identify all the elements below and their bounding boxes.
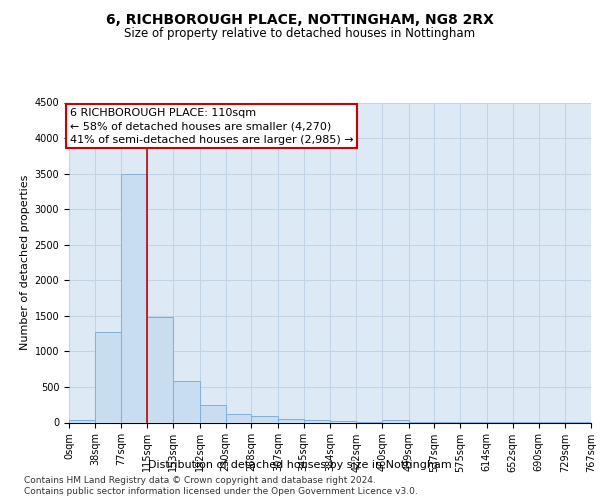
Bar xyxy=(147,318,173,422)
Bar xyxy=(304,420,331,422)
Bar xyxy=(121,174,147,422)
Bar xyxy=(200,406,226,422)
Text: Distribution of detached houses by size in Nottingham: Distribution of detached houses by size … xyxy=(148,460,452,470)
Bar xyxy=(226,414,251,422)
Bar xyxy=(278,418,304,422)
Bar xyxy=(251,416,278,422)
Text: 6 RICHBOROUGH PLACE: 110sqm
← 58% of detached houses are smaller (4,270)
41% of : 6 RICHBOROUGH PLACE: 110sqm ← 58% of det… xyxy=(70,108,353,144)
Text: Size of property relative to detached houses in Nottingham: Size of property relative to detached ho… xyxy=(124,28,476,40)
Text: Contains public sector information licensed under the Open Government Licence v3: Contains public sector information licen… xyxy=(24,487,418,496)
Y-axis label: Number of detached properties: Number of detached properties xyxy=(20,175,31,350)
Bar xyxy=(382,420,409,422)
Text: Contains HM Land Registry data © Crown copyright and database right 2024.: Contains HM Land Registry data © Crown c… xyxy=(24,476,376,485)
Bar xyxy=(95,332,121,422)
Bar xyxy=(69,420,95,422)
Bar xyxy=(173,382,200,422)
Text: 6, RICHBOROUGH PLACE, NOTTINGHAM, NG8 2RX: 6, RICHBOROUGH PLACE, NOTTINGHAM, NG8 2R… xyxy=(106,12,494,26)
